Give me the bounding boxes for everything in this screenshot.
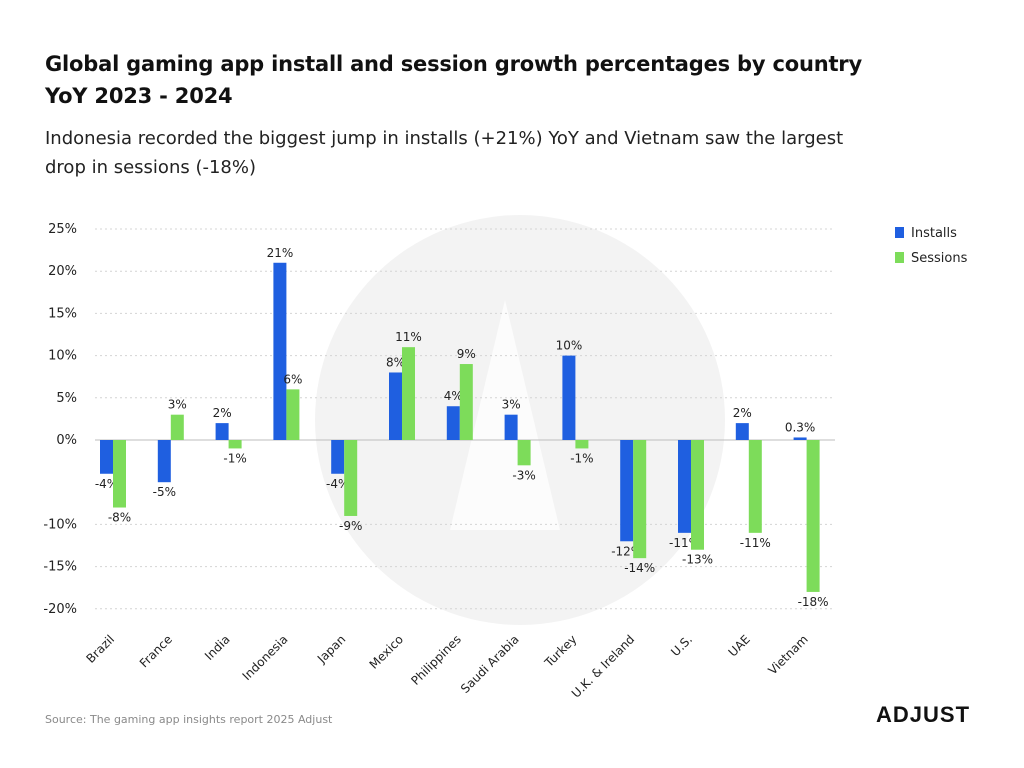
installs-bar-2	[215, 423, 229, 440]
sessions-bar-6	[459, 364, 473, 440]
installs-data-label-5: 8%	[386, 355, 405, 369]
x-tick-label: France	[137, 632, 175, 670]
sessions-data-label-5: 11%	[395, 330, 422, 344]
sessions-data-label-2: -1%	[223, 451, 246, 465]
chart-legend: Installs Sessions	[895, 226, 968, 266]
x-tick-label: Mexico	[367, 632, 407, 672]
installs-data-label-1: -5%	[153, 485, 176, 499]
installs-bar-6	[446, 406, 460, 440]
sessions-bar-7	[517, 440, 531, 466]
legend-swatch-0	[895, 227, 904, 238]
background-watermark	[315, 215, 725, 625]
y-tick-label: 25%	[48, 222, 77, 237]
sessions-bar-2	[228, 440, 242, 449]
installs-bar-8	[562, 355, 576, 440]
x-tick-label: India	[202, 632, 233, 663]
chart-subtitle-line-2: drop in sessions (-18%)	[45, 157, 256, 178]
y-axis: 25% 20% 15% 10% 5% 0% -10% -15% -20%	[43, 222, 77, 617]
y-tick-label: 5%	[56, 391, 77, 406]
x-tick-label: UAE	[726, 632, 753, 659]
sessions-data-label-4: -9%	[339, 519, 362, 533]
x-axis: Brazil France India Indonesia Japan Mexico Phi…	[84, 632, 811, 700]
installs-data-label-7: 3%	[502, 398, 521, 412]
sessions-data-label-9: -14%	[624, 561, 655, 575]
sessions-bar-8	[575, 440, 589, 449]
sessions-data-label-1: 3%	[168, 398, 187, 412]
x-tick-label: Philippines	[408, 632, 464, 688]
sessions-data-label-3: 6%	[283, 372, 302, 386]
y-tick-label: 10%	[48, 349, 77, 364]
y-tick-label: -20%	[43, 602, 77, 617]
y-tick-label: 20%	[48, 264, 77, 279]
installs-bar-11	[735, 423, 749, 440]
installs-bar-10	[678, 440, 691, 533]
sessions-bar-10	[691, 440, 704, 550]
installs-bar-12	[793, 437, 807, 440]
installs-bar-3	[273, 262, 287, 440]
chart-subtitle-line-1: Indonesia recorded the biggest jump in i…	[45, 128, 844, 149]
y-tick-label: -10%	[43, 517, 77, 532]
sessions-bar-11	[748, 440, 762, 533]
y-tick-label: -15%	[43, 560, 77, 575]
x-tick-label: U.S.	[668, 632, 695, 659]
legend-label-0: Installs	[911, 226, 957, 241]
adjust-logo: ADJUST	[876, 702, 971, 727]
installs-data-label-11: 2%	[733, 406, 752, 420]
sessions-data-label-12: -18%	[798, 595, 829, 609]
sessions-data-label-6: 9%	[457, 347, 476, 361]
chart-subtitle: Indonesia recorded the biggest jump in i…	[45, 124, 945, 182]
y-tick-label: 0%	[56, 433, 77, 448]
installs-data-label-0: -4%	[95, 477, 118, 491]
sessions-data-label-8: -1%	[570, 451, 593, 465]
chart-bars: -4% -8% -5% 3% 2% -1% 21% 6% -4% -9% 8% 11% 4% 9% 3% -3…	[95, 246, 829, 609]
installs-bar-9	[620, 440, 634, 542]
installs-data-label-3: 21%	[267, 246, 294, 260]
sessions-bar-12	[806, 440, 820, 592]
sessions-data-label-7: -3%	[512, 468, 535, 482]
y-tick-label: 15%	[48, 306, 77, 321]
sessions-data-label-10: -13%	[682, 553, 713, 567]
installs-data-label-12: 0.3%	[785, 420, 816, 434]
legend-label-1: Sessions	[911, 251, 968, 266]
source-note: Source: The gaming app insights report 2…	[45, 713, 333, 726]
installs-bar-7	[504, 414, 518, 440]
sessions-bar-9	[633, 440, 647, 559]
installs-bar-5	[389, 372, 402, 440]
installs-data-label-6: 4%	[444, 389, 463, 403]
sessions-bar-5	[402, 347, 415, 440]
x-tick-label: Saudi Arabia	[458, 632, 522, 696]
x-tick-label: Vietnam	[765, 632, 810, 677]
installs-bar-1	[157, 440, 171, 483]
sessions-bar-1	[170, 414, 184, 440]
sessions-bar-4	[344, 440, 358, 516]
chart-title-line-1: Global gaming app install and session gr…	[45, 52, 862, 76]
sessions-data-label-11: -11%	[740, 536, 771, 550]
installs-data-label-2: 2%	[213, 406, 232, 420]
x-tick-label: Brazil	[84, 632, 118, 666]
installs-bar-0	[100, 440, 113, 474]
legend-swatch-1	[895, 252, 904, 263]
sessions-data-label-0: -8%	[108, 511, 131, 525]
sessions-bar-0	[113, 440, 126, 508]
installs-bar-4	[331, 440, 345, 474]
x-tick-label: Japan	[314, 632, 348, 666]
sessions-bar-3	[286, 389, 300, 440]
chart-title: Global gaming app install and session gr…	[45, 48, 945, 112]
x-tick-label: Indonesia	[240, 632, 291, 683]
installs-data-label-8: 10%	[556, 339, 583, 353]
x-tick-label: Turkey	[541, 632, 579, 670]
installs-data-label-4: -4%	[326, 477, 349, 491]
chart-title-line-2: YoY 2023 - 2024	[45, 84, 233, 108]
